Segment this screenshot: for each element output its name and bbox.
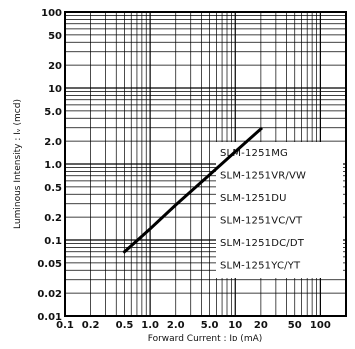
y-tick-label: 5.0 [44,107,62,118]
y-tick-label: 100 [41,8,62,19]
y-tick-label: 0.01 [37,312,62,323]
y-tick-label: 0.2 [44,213,62,224]
y-tick-label: 2.0 [44,137,62,148]
y-tick-label: 0.5 [44,183,62,194]
y-tick-label: 20 [48,61,62,72]
y-axis-title: Luminous Intensity : Iᵥ (mcd) [13,99,23,229]
y-tick-label: 0.1 [44,236,62,247]
x-tick-labels: 0.1 0.2 0.5 1.0 2.0 5.0 10 20 50 100 [56,320,331,331]
x-tick-label: 10 [228,320,242,331]
legend-item: SLM-1251VC/VT [220,216,303,227]
legend: SLM-1251MG SLM-1251VR/VW SLM-1251DU SLM-125… [220,148,306,272]
y-tick-label: 10 [48,84,62,95]
y-tick-label: 1.0 [44,160,62,171]
y-tick-label: 50 [48,31,62,42]
x-tick-label: 50 [288,320,302,331]
x-tick-label: 5.0 [201,320,219,331]
x-tick-label: 100 [310,320,331,331]
series-layer [122,126,264,254]
x-tick-label: 20 [254,320,268,331]
x-tick-label: 0.1 [56,320,74,331]
y-tick-label: 0.05 [37,259,62,270]
x-tick-label: 1.0 [141,320,159,331]
x-tick-label: 2.0 [167,320,185,331]
x-axis-title: Forward Current : Iᴅ (mA) [148,334,263,344]
legend-item: SLM-1251YC/YT [220,261,301,272]
plot-frame [64,11,347,317]
x-tick-label: 0.5 [116,320,134,331]
y-tick-labels: 100 50 20 10 5.0 2.0 1.0 0.5 0.2 0.1 0.05 0.02 0.01 [37,8,62,323]
legend-item: SLM-1251DC/DT [220,238,305,249]
legend-item: SLM-1251VR/VW [220,171,306,182]
legend-box [216,142,343,278]
series-line [122,126,264,254]
legend-item: SLM-1251MG [220,148,288,159]
y-tick-label: 0.02 [37,289,62,300]
legend-item: SLM-1251DU [220,193,287,204]
x-tick-label: 0.2 [82,320,100,331]
